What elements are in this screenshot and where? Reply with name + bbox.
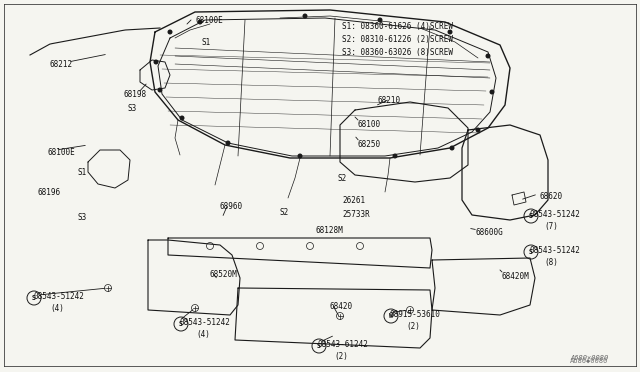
Text: (2): (2)	[334, 352, 348, 361]
Text: 08543-51242: 08543-51242	[530, 246, 581, 255]
Text: S2: S2	[338, 174, 348, 183]
Circle shape	[303, 13, 307, 19]
Text: S: S	[32, 295, 36, 301]
Text: 68100: 68100	[358, 120, 381, 129]
Text: (8): (8)	[544, 258, 558, 267]
Text: S3: S3	[78, 213, 87, 222]
Text: (4): (4)	[196, 330, 210, 339]
Circle shape	[378, 17, 383, 22]
Circle shape	[225, 141, 230, 145]
Text: S1: S1	[202, 38, 211, 47]
Text: W: W	[389, 313, 393, 319]
Circle shape	[392, 154, 397, 158]
Text: 68250: 68250	[358, 140, 381, 149]
Text: 68196: 68196	[38, 188, 61, 197]
Text: (4): (4)	[50, 304, 64, 313]
Text: S: S	[529, 249, 533, 255]
Circle shape	[298, 154, 303, 158]
Text: 08543-61242: 08543-61242	[318, 340, 369, 349]
Circle shape	[486, 54, 490, 58]
Text: 08543-51242: 08543-51242	[33, 292, 84, 301]
Text: 08543-51242: 08543-51242	[530, 210, 581, 219]
Text: 68520M: 68520M	[210, 270, 237, 279]
Circle shape	[490, 90, 495, 94]
Text: (7): (7)	[544, 222, 558, 231]
Circle shape	[157, 87, 163, 93]
Circle shape	[447, 29, 452, 35]
Text: 08543-51242: 08543-51242	[180, 318, 231, 327]
Text: S3: S3	[128, 104, 137, 113]
Text: 68600G: 68600G	[476, 228, 504, 237]
Text: 68420M: 68420M	[502, 272, 530, 281]
Text: 68960: 68960	[220, 202, 243, 211]
Circle shape	[476, 128, 481, 132]
Text: S2: S2	[280, 208, 289, 217]
Text: 68128M: 68128M	[316, 226, 344, 235]
Text: 68100E: 68100E	[48, 148, 76, 157]
Circle shape	[198, 19, 202, 25]
Text: 68198: 68198	[123, 90, 146, 99]
Text: A680◆0080: A680◆0080	[570, 358, 608, 364]
Text: S: S	[317, 343, 321, 349]
Text: 08915-53610: 08915-53610	[390, 310, 441, 319]
Text: 68420: 68420	[330, 302, 353, 311]
Text: S3: 08360-63026 (8)SCREW: S3: 08360-63026 (8)SCREW	[342, 48, 453, 57]
Text: 25733R: 25733R	[342, 210, 370, 219]
Text: S2: 08310-61226 (2)SCREW: S2: 08310-61226 (2)SCREW	[342, 35, 453, 44]
Text: (2): (2)	[406, 322, 420, 331]
Text: 68210: 68210	[378, 96, 401, 105]
Circle shape	[449, 145, 454, 151]
Circle shape	[168, 29, 173, 35]
Circle shape	[179, 115, 184, 121]
Circle shape	[154, 60, 159, 64]
Text: 26261: 26261	[342, 196, 365, 205]
Text: S1: S1	[78, 168, 87, 177]
Text: S1: 08360-61626 (4)SCREW: S1: 08360-61626 (4)SCREW	[342, 22, 453, 31]
Text: 68620: 68620	[540, 192, 563, 201]
Text: S: S	[529, 213, 533, 219]
Text: 68212: 68212	[50, 60, 73, 69]
Text: A680×0080: A680×0080	[570, 355, 608, 361]
Text: 68100E: 68100E	[195, 16, 223, 25]
Text: S: S	[179, 321, 183, 327]
